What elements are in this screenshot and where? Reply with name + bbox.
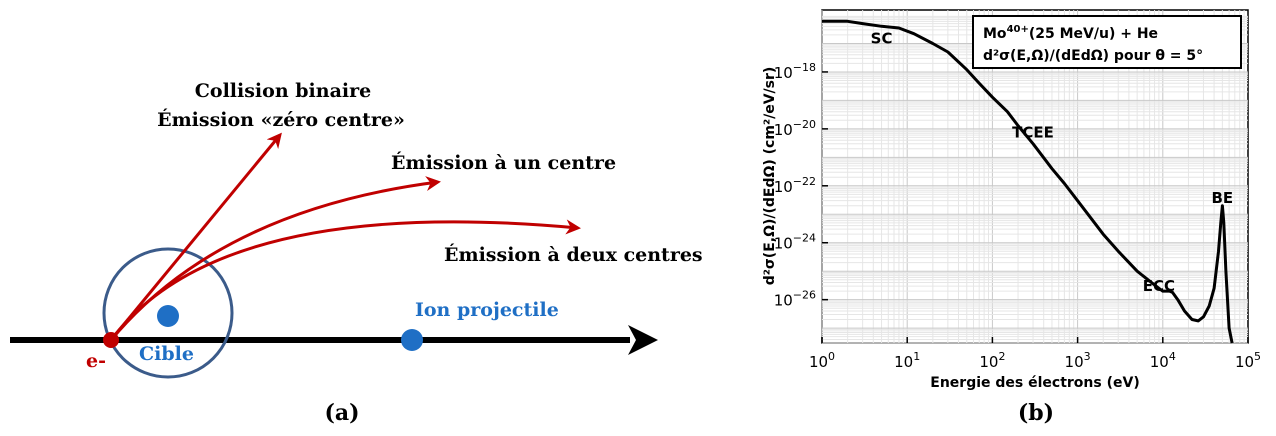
- x-tick-label: 103: [1065, 350, 1091, 371]
- ticks: [821, 71, 1249, 343]
- annotation-tcee: TCEE: [1012, 123, 1054, 141]
- legend-reaction: (25 MeV/u) + He: [1029, 26, 1158, 42]
- annotation-sc: SC: [871, 29, 893, 47]
- arrow-two-center: [109, 219, 581, 341]
- electron-dot: [103, 332, 119, 348]
- series-line: [822, 19, 1234, 344]
- annotation-ecc: ECC: [1143, 277, 1175, 295]
- legend-element: Mo: [983, 26, 1007, 42]
- y-tick-label: 10−20: [774, 118, 816, 139]
- label-binary-line2: Émission «zéro centre»: [157, 108, 405, 131]
- axis-arrowhead: [628, 325, 658, 355]
- legend-line1: Mo40+(25 MeV/u) + He: [983, 24, 1158, 42]
- panel-b-chart: 100 101 102 103 104 105 10−1810−2010−2210−241…: [762, 9, 1261, 426]
- panel-a-diagram: Collision binaire Émission «zéro centre»…: [10, 80, 703, 426]
- y-tick-label: 10−18: [774, 61, 816, 82]
- label-two-center: Émission à deux centres: [444, 243, 703, 266]
- annotations: SC TCEE ECC BE: [871, 29, 1234, 295]
- label-projectile: Ion projectile: [415, 299, 559, 321]
- caption-b: (b): [1018, 400, 1054, 426]
- x-tick-label: 104: [1150, 350, 1176, 371]
- label-one-center: Émission à un centre: [391, 151, 616, 174]
- y-tick-label: 10−24: [774, 232, 816, 253]
- y-tick-labels: 10−18 10−20 10−22 10−24 10−26: [774, 61, 816, 310]
- label-target: Cible: [139, 343, 194, 365]
- x-tick-label: 101: [894, 350, 920, 371]
- y-axis-label: d²σ(E,Ω)/(dEdΩ) (cm²/eV/sr): [762, 67, 778, 286]
- y-tick-label: 10−22: [774, 175, 816, 196]
- x-tick-label: 105: [1235, 350, 1261, 371]
- legend-box: Mo40+(25 MeV/u) + He d²σ(E,Ω)/(dEdΩ) pou…: [972, 15, 1242, 69]
- target-nucleus-dot: [157, 305, 179, 327]
- x-axis-label: Energie des électrons (eV): [930, 375, 1139, 391]
- legend-frame: [972, 15, 1242, 69]
- arrow-binary-collision: [109, 132, 282, 341]
- x-tick-label: 102: [979, 350, 1005, 371]
- legend-charge: 40+: [1007, 24, 1029, 35]
- projectile-dot: [401, 329, 423, 351]
- legend-line2: d²σ(E,Ω)/(dEdΩ) pour θ = 5°: [983, 48, 1203, 64]
- x-tick-labels: 100 101 102 103 104 105: [809, 350, 1261, 371]
- y-tick-label: 10−26: [774, 289, 816, 310]
- annotation-be: BE: [1212, 189, 1234, 207]
- caption-a: (a): [324, 400, 359, 426]
- target-circle: [102, 247, 234, 379]
- x-tick-label: 100: [809, 350, 835, 371]
- label-electron: e-: [86, 350, 106, 372]
- label-binary-line1: Collision binaire: [195, 80, 371, 102]
